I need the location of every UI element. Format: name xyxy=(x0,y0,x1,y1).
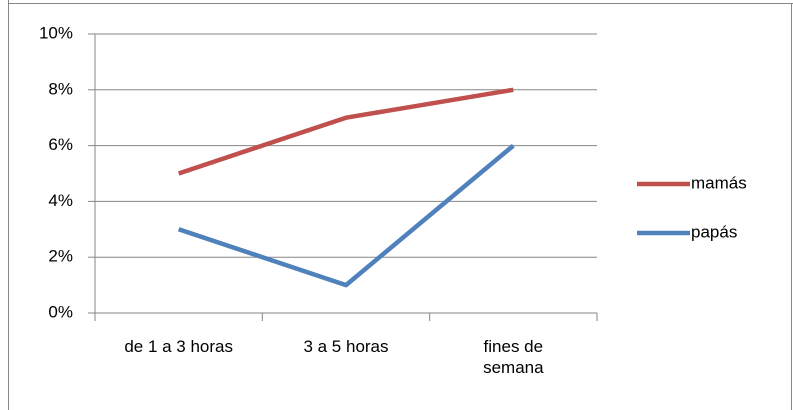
y-tick-label: 6% xyxy=(48,135,73,154)
legend-label: papás xyxy=(691,222,737,241)
x-tick-label: de 1 a 3 horas xyxy=(124,337,234,356)
y-tick-label: 4% xyxy=(48,191,73,210)
y-tick-label: 8% xyxy=(48,79,73,98)
y-tick-label: 0% xyxy=(48,302,73,321)
legend-label: mamás xyxy=(691,173,747,192)
y-tick-label: 10% xyxy=(39,23,73,42)
series-line xyxy=(177,143,515,288)
x-tick-label: fines de semana xyxy=(483,337,544,377)
x-tick-label: 3 a 5 horas xyxy=(303,337,389,356)
series-line xyxy=(177,87,514,176)
y-tick-label: 2% xyxy=(48,247,73,266)
